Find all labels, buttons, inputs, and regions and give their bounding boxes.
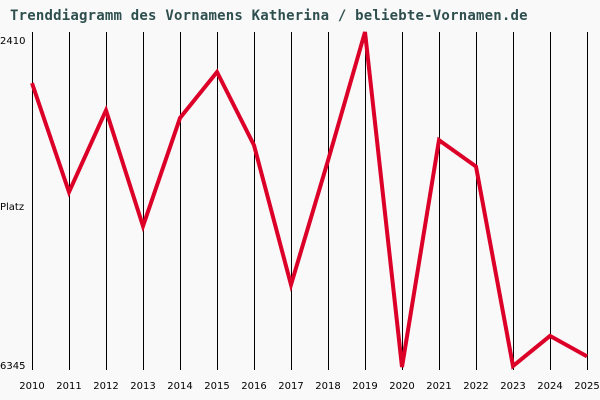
- x-tick-label: 2021: [426, 381, 452, 392]
- x-tick-label: 2019: [352, 381, 378, 392]
- x-tick-label: 2011: [56, 381, 82, 392]
- y-tick-top: 2410: [0, 36, 26, 47]
- series-line: [30, 31, 588, 370]
- x-tick-label: 2013: [130, 381, 156, 392]
- x-tick-label: 2020: [389, 381, 415, 392]
- x-tick-label: 2014: [167, 381, 193, 392]
- x-tick-label: 2016: [241, 381, 267, 392]
- x-tick-label: 2024: [537, 381, 563, 392]
- y-tick-bottom: 6345: [0, 361, 26, 372]
- y-axis-label: Platz: [0, 202, 25, 213]
- x-tick-label: 2017: [278, 381, 304, 392]
- x-tick-label: 2012: [93, 381, 119, 392]
- x-tick-label: 2025: [574, 381, 600, 392]
- chart-title: Trenddiagramm des Vornamens Katherina / …: [10, 8, 528, 24]
- x-tick-label: 2010: [19, 381, 45, 392]
- x-tick-label: 2023: [500, 381, 526, 392]
- x-tick-label: 2015: [204, 381, 230, 392]
- x-tick-label: 2018: [315, 381, 341, 392]
- x-tick-label: 2022: [463, 381, 489, 392]
